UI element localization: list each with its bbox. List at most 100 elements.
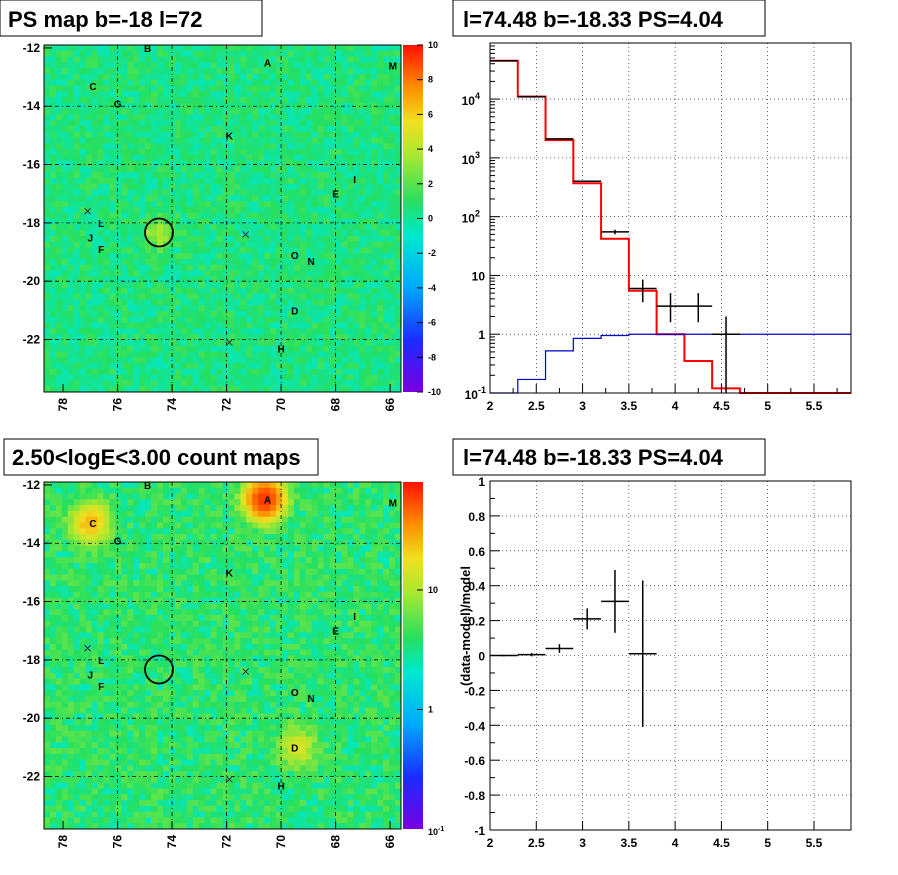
map-pixel	[44, 183, 51, 190]
map-pixel	[186, 160, 194, 167]
map-pixel	[103, 638, 110, 645]
map-pixel	[270, 218, 277, 225]
map-pixel	[317, 131, 325, 138]
map-pixel	[204, 114, 211, 121]
map-pixel	[151, 305, 158, 312]
map-pixel	[157, 724, 164, 732]
map-pixel	[151, 120, 158, 127]
map-pixel	[61, 253, 69, 260]
map-pixel	[365, 230, 372, 237]
map-pixel	[145, 632, 152, 639]
map-pixel	[174, 68, 182, 75]
map-pixel	[383, 149, 390, 156]
map-pixel	[341, 316, 348, 323]
map-pixel	[329, 172, 336, 179]
map-pixel	[186, 166, 194, 173]
map-pixel	[61, 505, 69, 512]
map-pixel	[204, 351, 211, 358]
map-pixel	[91, 172, 98, 179]
map-pixel	[133, 328, 140, 335]
map-pixel	[264, 328, 271, 335]
map-pixel	[347, 253, 354, 260]
map-pixel	[347, 264, 354, 271]
map-pixel	[329, 345, 336, 352]
map-pixel	[234, 305, 241, 312]
map-pixel	[383, 195, 390, 202]
map-pixel	[103, 293, 110, 300]
map-pixel	[341, 79, 348, 86]
map-pixel	[79, 125, 87, 133]
map-pixel	[79, 368, 87, 376]
map-pixel	[49, 305, 57, 312]
map-pixel	[234, 97, 241, 104]
map-pixel	[139, 386, 146, 393]
map-pixel	[287, 108, 295, 115]
map-pixel	[97, 684, 104, 691]
map-pixel	[174, 282, 182, 289]
map-pixel	[198, 143, 206, 150]
map-pixel	[97, 120, 104, 127]
map-pixel	[186, 282, 194, 289]
map-pixel	[127, 311, 134, 318]
map-pixel	[127, 224, 134, 231]
map-pixel	[216, 386, 223, 393]
map-pixel	[61, 667, 69, 674]
map-pixel	[389, 264, 396, 271]
map-pixel	[49, 189, 57, 196]
map-pixel	[186, 50, 194, 57]
map-pixel	[174, 125, 182, 133]
map-pixel	[127, 591, 134, 599]
map-pixel	[55, 690, 63, 697]
map-pixel	[121, 788, 128, 795]
map-pixel	[139, 805, 146, 813]
map-pixel	[192, 311, 200, 318]
map-pixel	[139, 276, 146, 283]
map-pixel	[151, 345, 158, 352]
map-pixel	[121, 759, 128, 766]
map-pixel	[246, 56, 253, 63]
map-pixel	[151, 794, 158, 801]
map-pixel	[151, 201, 158, 208]
map-pixel	[91, 351, 98, 358]
map-pixel	[79, 85, 87, 92]
map-pixel	[180, 218, 188, 225]
map-pixel	[151, 218, 158, 225]
map-pixel	[115, 230, 122, 237]
map-pixel	[145, 85, 152, 92]
map-pixel	[97, 131, 104, 138]
map-pixel	[133, 765, 140, 772]
map-pixel	[163, 108, 170, 115]
map-pixel	[353, 345, 360, 352]
map-pixel	[79, 258, 87, 266]
map-pixel	[151, 45, 158, 52]
map-pixel	[276, 264, 283, 271]
map-pixel	[168, 282, 176, 289]
map-pixel	[85, 212, 92, 219]
map-pixel	[115, 776, 122, 784]
map-pixel	[44, 172, 51, 179]
map-pixel	[44, 811, 51, 818]
map-pixel	[127, 131, 134, 138]
map-pixel	[73, 823, 81, 830]
map-pixel	[145, 328, 152, 335]
map-pixel	[44, 351, 51, 358]
map-pixel	[115, 264, 122, 271]
map-pixel	[246, 230, 253, 237]
map-pixel	[103, 201, 110, 208]
map-pixel	[216, 328, 223, 335]
map-pixel	[329, 154, 336, 162]
map-pixel	[323, 68, 330, 75]
map-pixel	[210, 160, 217, 167]
map-pixel	[210, 195, 217, 202]
map-pixel	[49, 357, 57, 364]
map-pixel	[145, 522, 152, 529]
map-pixel	[115, 684, 122, 691]
map-pixel	[73, 534, 81, 541]
map-pixel	[157, 68, 164, 75]
map-pixel	[192, 125, 200, 133]
map-pixel	[323, 386, 330, 393]
map-pixel	[282, 282, 289, 289]
map-pixel	[383, 125, 390, 133]
map-pixel	[335, 85, 342, 92]
map-pixel	[323, 73, 330, 81]
